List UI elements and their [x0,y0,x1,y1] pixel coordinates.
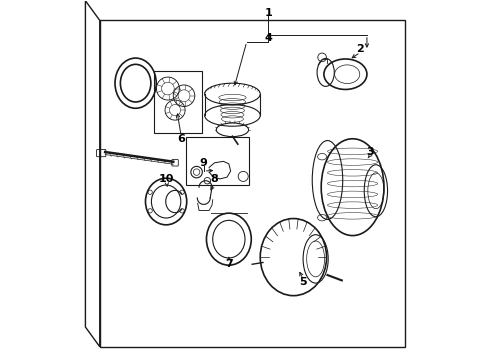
Text: 2: 2 [357,44,365,54]
Text: 9: 9 [200,158,208,168]
Text: 10: 10 [159,174,174,184]
Text: 7: 7 [225,259,233,269]
Text: 3: 3 [366,147,373,157]
Text: 5: 5 [299,277,307,287]
Text: 8: 8 [211,174,219,184]
Text: 6: 6 [177,134,185,144]
Text: 1: 1 [265,8,272,18]
Bar [153,71,202,134]
Text: 4: 4 [265,33,272,43]
Bar [186,137,248,185]
Bar [100,21,405,347]
